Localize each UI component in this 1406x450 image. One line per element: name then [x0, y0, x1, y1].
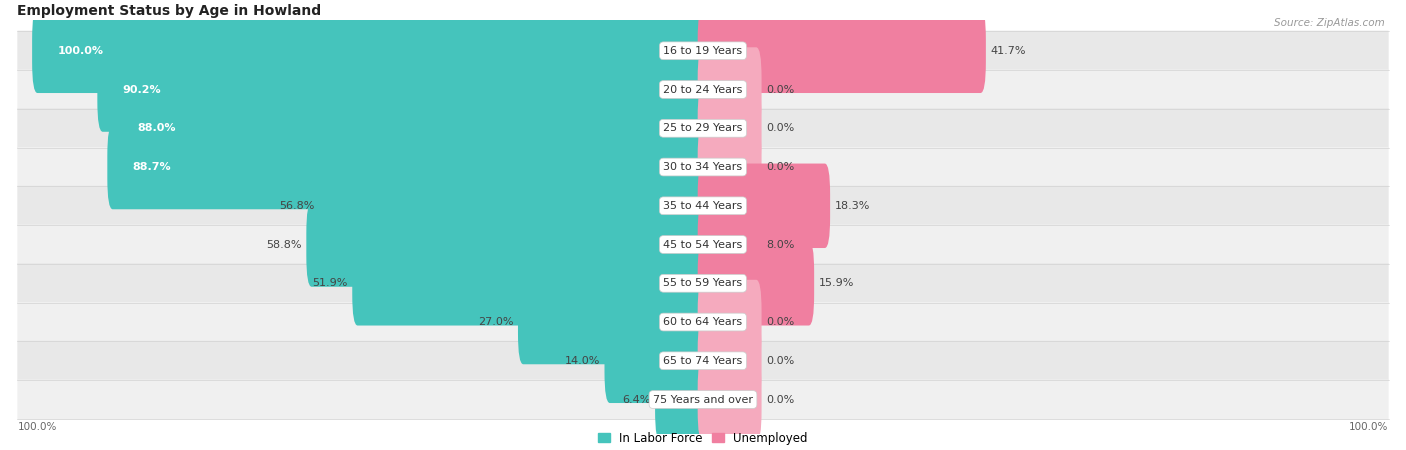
FancyBboxPatch shape: [697, 86, 762, 171]
Text: 41.7%: 41.7%: [990, 46, 1026, 56]
FancyBboxPatch shape: [17, 225, 1389, 265]
FancyBboxPatch shape: [697, 241, 814, 325]
Text: 16 to 19 Years: 16 to 19 Years: [664, 46, 742, 56]
Text: 14.0%: 14.0%: [564, 356, 600, 366]
Text: 88.0%: 88.0%: [138, 123, 176, 133]
FancyBboxPatch shape: [17, 31, 1389, 71]
Text: 56.8%: 56.8%: [280, 201, 315, 211]
FancyBboxPatch shape: [307, 202, 709, 287]
Text: 88.7%: 88.7%: [132, 162, 172, 172]
FancyBboxPatch shape: [17, 186, 1389, 226]
Text: 0.0%: 0.0%: [766, 162, 794, 172]
Text: 27.0%: 27.0%: [478, 317, 513, 327]
FancyBboxPatch shape: [112, 86, 709, 171]
FancyBboxPatch shape: [107, 125, 709, 209]
Text: 90.2%: 90.2%: [122, 85, 162, 94]
FancyBboxPatch shape: [17, 302, 1389, 342]
FancyBboxPatch shape: [697, 163, 830, 248]
FancyBboxPatch shape: [697, 202, 762, 287]
Text: 15.9%: 15.9%: [818, 278, 855, 288]
FancyBboxPatch shape: [17, 147, 1389, 187]
Text: 65 to 74 Years: 65 to 74 Years: [664, 356, 742, 366]
FancyBboxPatch shape: [697, 280, 762, 364]
Text: 55 to 59 Years: 55 to 59 Years: [664, 278, 742, 288]
Text: 6.4%: 6.4%: [621, 395, 651, 405]
FancyBboxPatch shape: [697, 357, 762, 442]
Text: 8.0%: 8.0%: [766, 239, 794, 250]
Text: 25 to 29 Years: 25 to 29 Years: [664, 123, 742, 133]
Text: 75 Years and over: 75 Years and over: [652, 395, 754, 405]
FancyBboxPatch shape: [17, 263, 1389, 303]
Text: 0.0%: 0.0%: [766, 356, 794, 366]
FancyBboxPatch shape: [17, 341, 1389, 381]
FancyBboxPatch shape: [697, 125, 762, 209]
Text: 0.0%: 0.0%: [766, 123, 794, 133]
Text: 58.8%: 58.8%: [266, 239, 302, 250]
Text: 60 to 64 Years: 60 to 64 Years: [664, 317, 742, 327]
Text: 45 to 54 Years: 45 to 54 Years: [664, 239, 742, 250]
Text: 30 to 34 Years: 30 to 34 Years: [664, 162, 742, 172]
FancyBboxPatch shape: [32, 9, 709, 93]
Text: 20 to 24 Years: 20 to 24 Years: [664, 85, 742, 94]
Text: 100.0%: 100.0%: [58, 46, 104, 56]
Text: Employment Status by Age in Howland: Employment Status by Age in Howland: [17, 4, 322, 18]
FancyBboxPatch shape: [605, 319, 709, 403]
Text: 18.3%: 18.3%: [835, 201, 870, 211]
Text: 51.9%: 51.9%: [312, 278, 347, 288]
FancyBboxPatch shape: [697, 319, 762, 403]
Text: Source: ZipAtlas.com: Source: ZipAtlas.com: [1274, 18, 1385, 28]
Text: 0.0%: 0.0%: [766, 85, 794, 94]
FancyBboxPatch shape: [697, 47, 762, 132]
Legend: In Labor Force, Unemployed: In Labor Force, Unemployed: [593, 427, 813, 449]
Text: 0.0%: 0.0%: [766, 395, 794, 405]
Text: 100.0%: 100.0%: [17, 423, 56, 432]
Text: 0.0%: 0.0%: [766, 317, 794, 327]
FancyBboxPatch shape: [17, 69, 1389, 110]
FancyBboxPatch shape: [319, 163, 709, 248]
FancyBboxPatch shape: [517, 280, 709, 364]
Text: 35 to 44 Years: 35 to 44 Years: [664, 201, 742, 211]
FancyBboxPatch shape: [697, 9, 986, 93]
FancyBboxPatch shape: [17, 108, 1389, 148]
FancyBboxPatch shape: [17, 379, 1389, 420]
FancyBboxPatch shape: [97, 47, 709, 132]
Text: 100.0%: 100.0%: [1350, 423, 1389, 432]
FancyBboxPatch shape: [655, 357, 709, 442]
FancyBboxPatch shape: [353, 241, 709, 325]
